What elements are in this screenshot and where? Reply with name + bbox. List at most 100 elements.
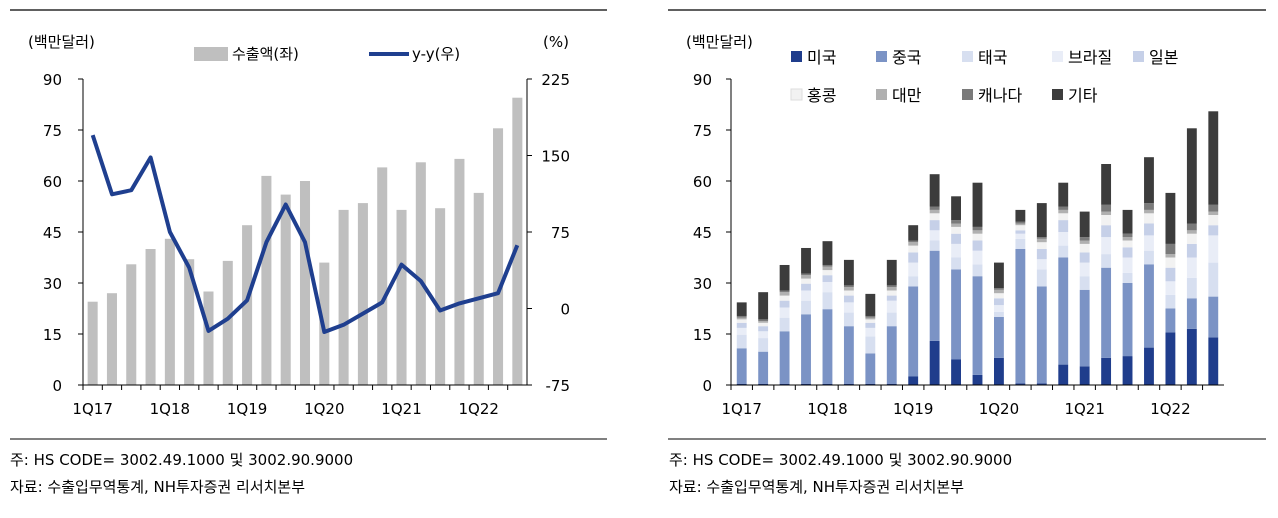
export-bar — [88, 302, 98, 385]
stack-segment-7 — [1058, 207, 1068, 210]
stack-segment-7 — [780, 290, 790, 292]
stack-segment-8 — [973, 183, 983, 227]
stack-segment-5 — [1144, 213, 1154, 223]
stack-segment-6 — [737, 318, 747, 320]
y-tick-label: 30 — [693, 275, 712, 293]
stack-segment-6 — [1165, 254, 1175, 257]
stack-segment-3 — [887, 301, 897, 313]
stack-segment-1 — [1187, 298, 1197, 329]
stack-segment-3 — [1015, 234, 1025, 239]
stack-segment-5 — [908, 246, 918, 253]
stack-segment-7 — [844, 285, 854, 287]
stack-segment-6 — [930, 210, 940, 213]
stack-segment-3 — [1144, 235, 1154, 250]
x-tick-label: 1Q19 — [227, 400, 267, 418]
left-unit-label: (백만달러) — [28, 33, 95, 51]
stack-segment-0 — [1144, 348, 1154, 385]
stack-segment-4 — [1123, 247, 1133, 257]
legend-swatch — [876, 51, 887, 62]
stack-segment-3 — [1037, 259, 1047, 269]
export-bar — [397, 210, 407, 385]
stack-segment-2 — [1015, 239, 1025, 249]
stack-segment-7 — [1015, 222, 1025, 224]
left-y-tick-label: 45 — [43, 224, 62, 242]
y-tick-label: 75 — [693, 122, 712, 140]
stack-segment-2 — [801, 301, 811, 315]
export-bar — [126, 264, 136, 385]
x-tick-label: 1Q20 — [979, 400, 1019, 418]
stack-segment-4 — [823, 275, 833, 282]
stack-segment-5 — [780, 296, 790, 301]
stack-segment-7 — [1080, 237, 1090, 240]
stack-segment-2 — [930, 241, 940, 251]
x-tick-label: 1Q17 — [721, 400, 761, 418]
stack-segment-7 — [951, 220, 961, 223]
stack-segment-4 — [865, 323, 875, 328]
stack-segment-6 — [951, 224, 961, 227]
stack-segment-4 — [887, 296, 897, 301]
stack-segment-1 — [1080, 290, 1090, 367]
stack-segment-8 — [737, 302, 747, 316]
stack-segment-4 — [758, 326, 768, 331]
stack-segment-3 — [951, 244, 961, 258]
stack-segment-1 — [1165, 309, 1175, 333]
legend-swatch — [876, 89, 887, 100]
stack-segment-6 — [780, 292, 790, 295]
stack-segment-5 — [801, 279, 811, 284]
stack-segment-7 — [1101, 205, 1111, 212]
x-tick-label: 1Q22 — [1150, 400, 1190, 418]
legend-swatch — [1052, 89, 1063, 100]
stack-segment-1 — [1037, 286, 1047, 383]
stack-segment-4 — [1015, 230, 1025, 233]
stack-segment-6 — [801, 275, 811, 278]
stack-segment-3 — [1123, 258, 1133, 273]
stack-segment-7 — [973, 227, 983, 230]
right-y-tick-label: -75 — [546, 377, 571, 395]
stack-segment-5 — [1080, 244, 1090, 253]
stack-segment-7 — [994, 288, 1004, 290]
stack-segment-2 — [908, 276, 918, 286]
stack-segment-8 — [844, 260, 854, 286]
legend-label: 일본 — [1149, 48, 1178, 67]
chart-canvas: (백만달러) (%) 수출액(좌) y-y(우) 0153045607590-7… — [0, 0, 1278, 518]
legend-bar-label: 수출액(좌) — [232, 45, 299, 63]
stack-segment-7 — [1165, 244, 1175, 254]
stack-segment-6 — [844, 287, 854, 290]
x-tick-label: 1Q19 — [893, 400, 933, 418]
export-bar — [339, 210, 349, 385]
stack-segment-1 — [737, 348, 747, 384]
y-tick-label: 0 — [702, 377, 712, 395]
stack-segment-4 — [780, 301, 790, 308]
export-bar — [454, 159, 464, 385]
stack-segment-5 — [930, 213, 940, 220]
legend-label: 태국 — [978, 48, 1007, 67]
stack-segment-4 — [1080, 252, 1090, 262]
stack-segment-7 — [823, 265, 833, 267]
export-bar — [261, 176, 271, 385]
stack-segment-2 — [1187, 278, 1197, 298]
stack-segment-1 — [865, 353, 875, 384]
stack-segment-3 — [930, 230, 940, 240]
stack-segment-5 — [1037, 242, 1047, 249]
stack-segment-2 — [1144, 251, 1154, 265]
legend-label: 브라질 — [1068, 48, 1112, 67]
stack-segment-1 — [973, 276, 983, 375]
stack-segment-6 — [1015, 224, 1025, 226]
left-y-tick-label: 90 — [43, 71, 62, 89]
stack-segment-1 — [823, 309, 833, 384]
right-y-tick-label: 75 — [551, 224, 570, 242]
stack-segment-2 — [780, 318, 790, 332]
stack-segment-3 — [758, 331, 768, 338]
export-bar — [146, 249, 156, 385]
stack-segment-6 — [1058, 210, 1068, 213]
stack-segment-7 — [1123, 234, 1133, 237]
stack-segment-6 — [823, 267, 833, 270]
x-tick-label: 1Q20 — [304, 400, 344, 418]
stack-segment-2 — [823, 292, 833, 309]
export-bar — [358, 203, 368, 385]
stack-segment-2 — [844, 313, 854, 327]
stack-segment-6 — [1208, 212, 1218, 215]
stack-segment-2 — [1165, 295, 1175, 309]
stack-segment-3 — [1058, 232, 1068, 246]
x-tick-label: 1Q22 — [459, 400, 499, 418]
